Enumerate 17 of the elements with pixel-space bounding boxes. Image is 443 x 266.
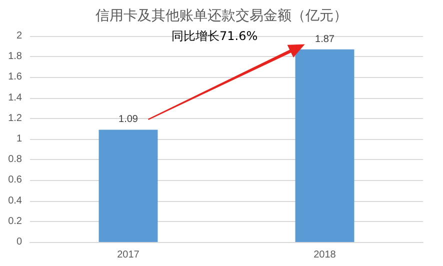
y-tick-label: 0.4 bbox=[8, 195, 22, 206]
data-label: 1.87 bbox=[315, 34, 335, 45]
data-label: 1.09 bbox=[118, 114, 138, 126]
y-tick-label: 0 bbox=[16, 236, 22, 248]
y-tick-label: 0.6 bbox=[8, 174, 22, 186]
y-tick-label: 1.4 bbox=[8, 92, 22, 104]
x-tick-label: 2018 bbox=[314, 250, 336, 260]
y-tick-label: 1 bbox=[16, 134, 22, 144]
y-tick-label: 1.2 bbox=[8, 112, 22, 124]
y-tick-label: 1.8 bbox=[8, 51, 22, 62]
chart-title: 信用卡及其他账单还款交易金额（亿元） bbox=[96, 8, 348, 24]
y-tick-label: 0.2 bbox=[8, 216, 22, 227]
y-tick-label: 0.8 bbox=[8, 154, 22, 166]
x-tick-label: 2017 bbox=[117, 250, 140, 260]
annotation: 同比增长71.6% bbox=[172, 29, 258, 44]
y-tick-label: 1.6 bbox=[8, 72, 22, 83]
y-tick-label: 2 bbox=[16, 30, 22, 42]
